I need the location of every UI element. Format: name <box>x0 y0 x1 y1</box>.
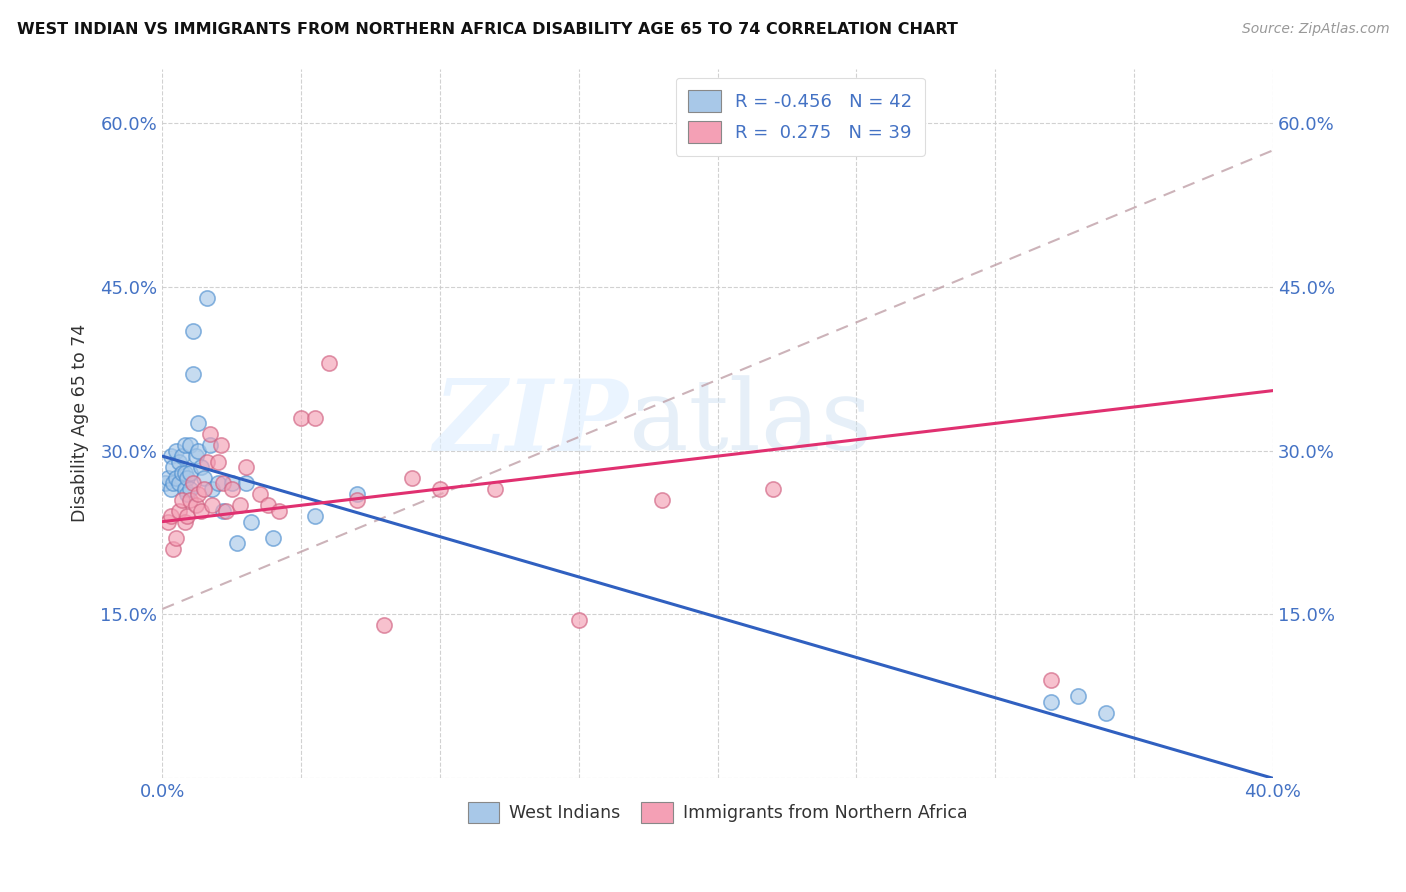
Point <box>165 443 187 458</box>
Text: Source: ZipAtlas.com: Source: ZipAtlas.com <box>1241 22 1389 37</box>
Point <box>235 460 257 475</box>
Point <box>193 482 215 496</box>
Point <box>165 531 187 545</box>
Point <box>165 471 187 485</box>
Point <box>179 438 201 452</box>
Point <box>179 492 201 507</box>
Point <box>198 427 221 442</box>
Point <box>256 498 278 512</box>
Point <box>195 291 218 305</box>
Point <box>195 454 218 468</box>
Point <box>209 438 232 452</box>
Point <box>215 504 238 518</box>
Point <box>1067 690 1090 704</box>
Point <box>159 449 181 463</box>
Point <box>201 498 224 512</box>
Point <box>173 515 195 529</box>
Point <box>179 482 201 496</box>
Point <box>181 324 204 338</box>
Point <box>193 471 215 485</box>
Point <box>201 482 224 496</box>
Point <box>229 498 252 512</box>
Point <box>162 476 184 491</box>
Point <box>568 613 591 627</box>
Point <box>1039 695 1062 709</box>
Point <box>176 471 198 485</box>
Text: atlas: atlas <box>628 376 872 471</box>
Point <box>262 531 284 545</box>
Point <box>304 509 326 524</box>
Y-axis label: Disability Age 65 to 74: Disability Age 65 to 74 <box>72 325 89 523</box>
Point <box>173 466 195 480</box>
Point <box>484 482 506 496</box>
Point <box>267 504 290 518</box>
Point <box>373 618 395 632</box>
Point <box>156 515 179 529</box>
Point <box>212 476 235 491</box>
Point <box>198 438 221 452</box>
Point <box>290 411 312 425</box>
Point <box>226 536 249 550</box>
Point <box>651 492 673 507</box>
Point <box>170 492 193 507</box>
Point <box>235 476 257 491</box>
Point <box>1095 706 1118 720</box>
Point <box>176 487 198 501</box>
Text: WEST INDIAN VS IMMIGRANTS FROM NORTHERN AFRICA DISABILITY AGE 65 TO 74 CORRELATI: WEST INDIAN VS IMMIGRANTS FROM NORTHERN … <box>17 22 957 37</box>
Point <box>429 482 451 496</box>
Point <box>346 487 368 501</box>
Point <box>181 368 204 382</box>
Point <box>187 487 209 501</box>
Point <box>167 454 190 468</box>
Point <box>249 487 271 501</box>
Point <box>221 476 243 491</box>
Point <box>176 509 198 524</box>
Point <box>190 460 212 475</box>
Point <box>184 498 207 512</box>
Point <box>181 476 204 491</box>
Point <box>304 411 326 425</box>
Point <box>159 509 181 524</box>
Point <box>207 476 229 491</box>
Point <box>167 504 190 518</box>
Legend: West Indians, Immigrants from Northern Africa: West Indians, Immigrants from Northern A… <box>461 795 974 830</box>
Point <box>762 482 785 496</box>
Point <box>1039 673 1062 687</box>
Point <box>212 504 235 518</box>
Point <box>207 454 229 468</box>
Point <box>240 515 263 529</box>
Text: ZIP: ZIP <box>433 376 628 472</box>
Point <box>401 471 423 485</box>
Point <box>170 449 193 463</box>
Point <box>162 460 184 475</box>
Point <box>184 449 207 463</box>
Point <box>346 492 368 507</box>
Point <box>179 466 201 480</box>
Point <box>173 482 195 496</box>
Point <box>221 482 243 496</box>
Point <box>167 476 190 491</box>
Point <box>159 482 181 496</box>
Point <box>170 466 193 480</box>
Point <box>173 438 195 452</box>
Point <box>190 504 212 518</box>
Point <box>187 443 209 458</box>
Point <box>162 541 184 556</box>
Point <box>156 471 179 485</box>
Point <box>153 476 176 491</box>
Point <box>318 356 340 370</box>
Point <box>187 417 209 431</box>
